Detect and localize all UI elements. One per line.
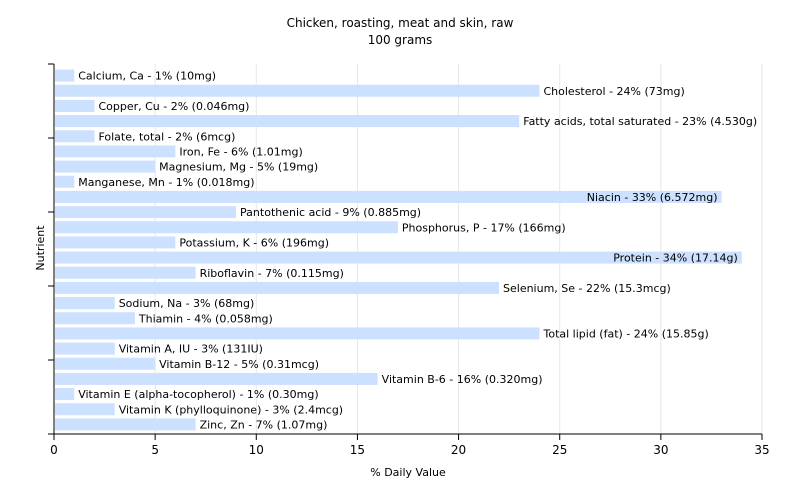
bar-label: Copper, Cu - 2% (0.046mg)	[98, 100, 249, 113]
bar-label: Pantothenic acid - 9% (0.885mg)	[240, 206, 421, 219]
x-tick-label: 10	[249, 443, 264, 457]
bar	[55, 236, 176, 249]
bar-label: Calcium, Ca - 1% (10mg)	[78, 70, 216, 83]
bar	[55, 418, 196, 431]
bar-label: Thiamin - 4% (0.058mg)	[138, 312, 273, 325]
bar	[55, 403, 115, 416]
bar	[55, 115, 520, 128]
bar	[55, 130, 95, 143]
bar	[55, 327, 540, 340]
x-tick-label: 25	[552, 443, 567, 457]
y-axis-title: Nutrient	[34, 225, 47, 271]
bar	[55, 175, 75, 188]
bar	[55, 388, 75, 401]
chart-title: Chicken, roasting, meat and skin, raw	[287, 16, 514, 30]
x-tick-label: 35	[754, 443, 769, 457]
bar-label: Potassium, K - 6% (196mg)	[179, 236, 329, 249]
x-tick-label: 30	[653, 443, 668, 457]
bar-label: Vitamin B-6 - 16% (0.320mg)	[382, 373, 543, 386]
bar	[55, 160, 156, 173]
bar	[55, 145, 176, 158]
bar	[55, 297, 115, 310]
x-axis-title: % Daily Value	[370, 466, 446, 479]
bar-label: Cholesterol - 24% (73mg)	[543, 85, 684, 98]
bar-label: Vitamin E (alpha-tocopherol) - 1% (0.30m…	[78, 388, 318, 401]
bar-label: Niacin - 33% (6.572mg)	[587, 191, 718, 204]
bars: Calcium, Ca - 1% (10mg) Cholesterol - 24%…	[55, 69, 757, 431]
bar	[55, 266, 196, 279]
bar	[55, 251, 742, 264]
bar-label: Fatty acids, total saturated - 23% (4.53…	[523, 115, 757, 128]
bar	[55, 190, 722, 203]
bar	[55, 357, 156, 370]
x-tick-label: 15	[350, 443, 365, 457]
bar-label: Vitamin A, IU - 3% (131IU)	[119, 343, 263, 356]
bar-label: Total lipid (fat) - 24% (15.85g)	[542, 327, 708, 340]
bar-label: Protein - 34% (17.14g)	[613, 252, 738, 265]
x-tick-label: 20	[451, 443, 466, 457]
bar	[55, 84, 540, 97]
bar-label: Vitamin B-12 - 5% (0.31mcg)	[159, 358, 319, 371]
x-tick-label: 5	[151, 443, 159, 457]
bar	[55, 99, 95, 112]
bar-label: Iron, Fe - 6% (1.01mg)	[179, 145, 302, 158]
bar-label: Selenium, Se - 22% (15.3mcg)	[503, 282, 671, 295]
bar	[55, 206, 237, 219]
bar-label: Phosphorus, P - 17% (166mg)	[402, 221, 566, 234]
bar	[55, 281, 500, 294]
bar-label: Zinc, Zn - 7% (1.07mg)	[200, 418, 328, 431]
bar-label: Manganese, Mn - 1% (0.018mg)	[78, 176, 254, 189]
bar	[55, 221, 398, 234]
bar-label: Riboflavin - 7% (0.115mg)	[200, 267, 344, 280]
bar	[55, 69, 75, 82]
bar-label: Sodium, Na - 3% (68mg)	[119, 297, 255, 310]
bar	[55, 372, 378, 385]
bar-label: Folate, total - 2% (6mcg)	[98, 130, 235, 143]
axes: 0 5 10 15 20 25 30 35	[48, 63, 770, 457]
x-tick-label: 0	[50, 443, 58, 457]
bar	[55, 312, 135, 325]
bar	[55, 342, 115, 355]
chart-subtitle: 100 grams	[368, 33, 433, 47]
bar-label: Vitamin K (phylloquinone) - 3% (2.4mcg)	[119, 403, 343, 416]
bar-label: Magnesium, Mg - 5% (19mg)	[159, 161, 318, 174]
